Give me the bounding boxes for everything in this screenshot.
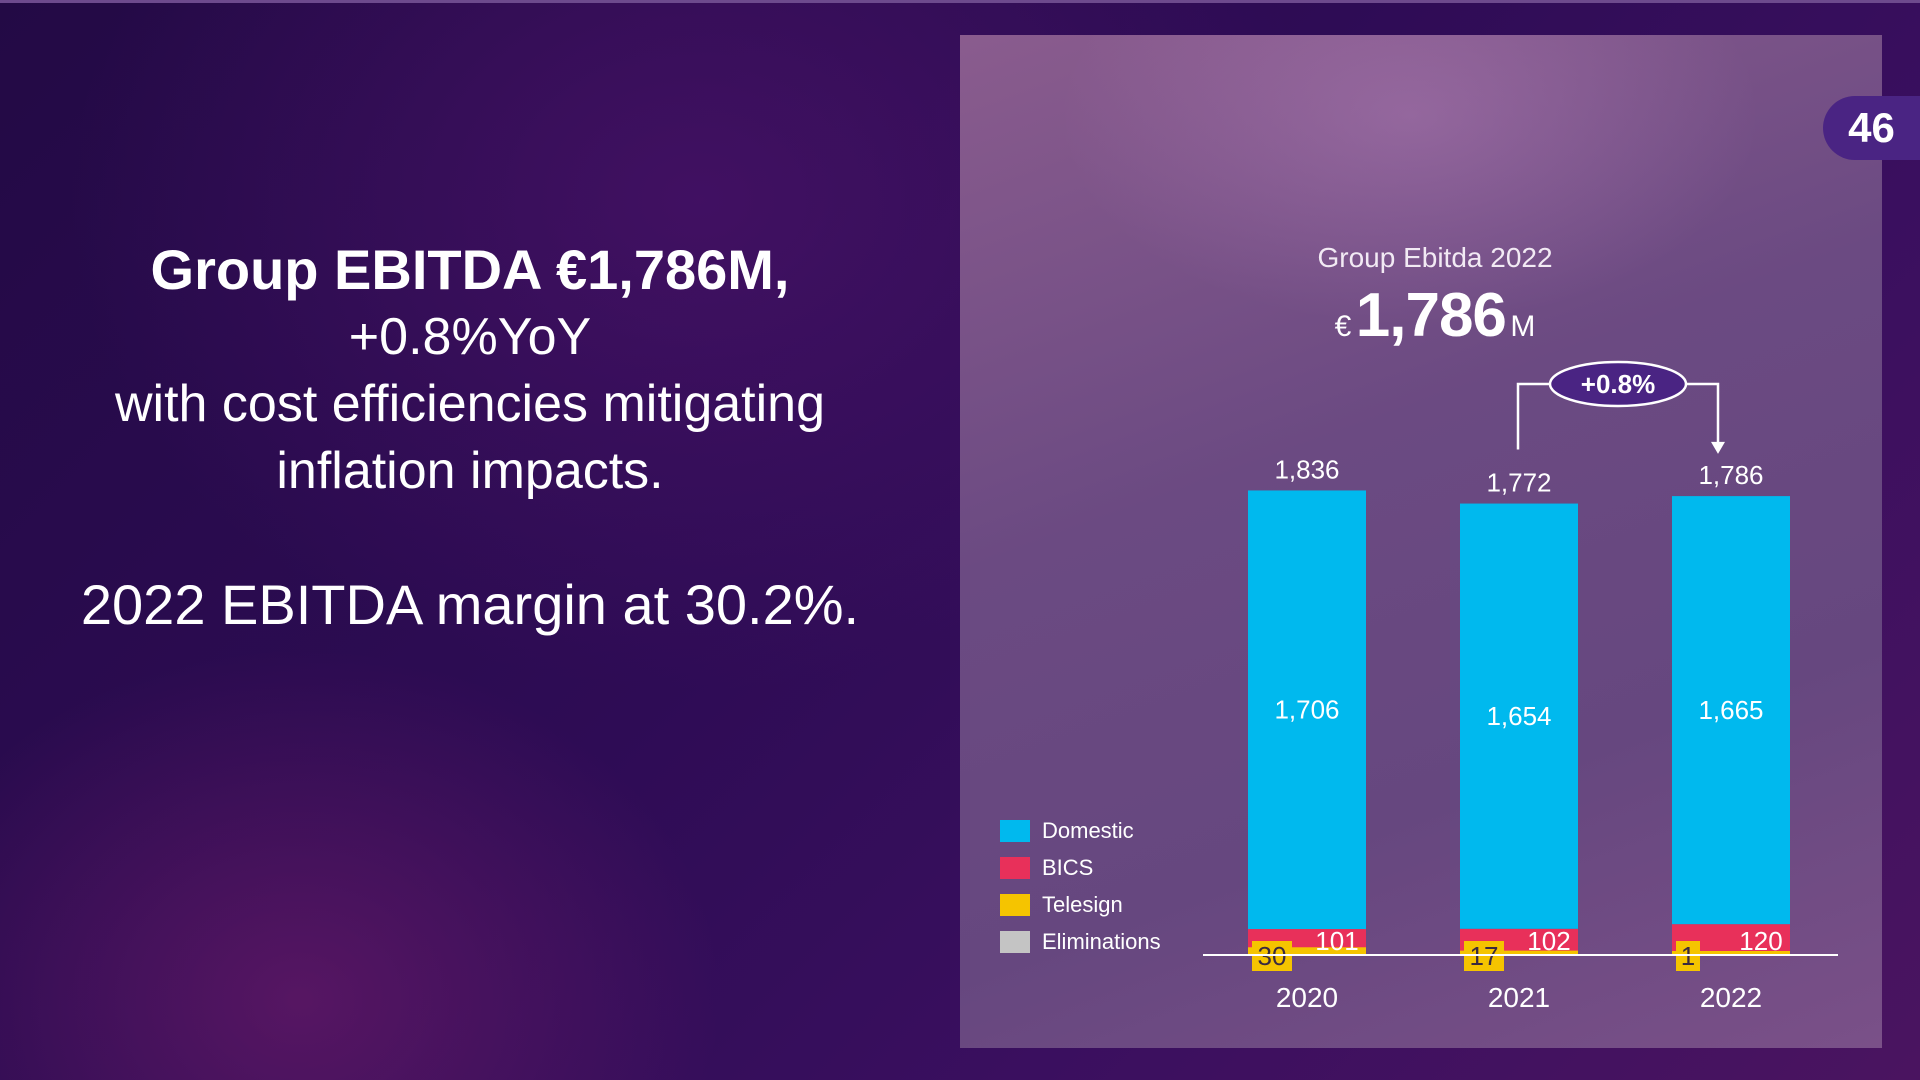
legend-swatch-bics (1000, 856, 1030, 879)
total-value-label-2020: 1,836 (1274, 454, 1339, 484)
headline-line-3: with cost efficiencies mitigating (114, 375, 826, 433)
headline: Group EBITDA €1,786M, +0.8%YoY with cost… (30, 236, 910, 505)
legend-item-eliminations: Eliminations (1000, 923, 1161, 960)
headline-value-unit: M (1510, 310, 1536, 343)
legend-label-bics: BICS (1042, 854, 1094, 880)
legend-label-domestic: Domestic (1042, 817, 1134, 843)
total-value-label-2021: 1,772 (1486, 468, 1551, 498)
legend-item-domestic: Domestic (1000, 812, 1161, 849)
headline-line-2: +0.8%YoY (348, 308, 592, 366)
legend-swatch-telesign (1000, 893, 1030, 916)
x-tick-label-2022: 2022 (1700, 982, 1762, 1013)
total-value-label-2022: 1,786 (1698, 460, 1763, 490)
bar-segment-telesign-2022 (1672, 951, 1790, 955)
growth-pill (1548, 360, 1688, 408)
legend-item-bics: BICS (1000, 849, 1161, 886)
currency-symbol: € (1334, 310, 1352, 343)
bics-value-label-2022: 120 (1739, 926, 1782, 956)
bar-segment-telesign-2020 (1248, 947, 1366, 955)
headline-line-4: inflation impacts. (276, 442, 664, 500)
legend-swatch-eliminations (1000, 930, 1030, 953)
bar-segment-domestic-2021 (1460, 503, 1578, 929)
x-tick-label-2020: 2020 (1276, 982, 1338, 1013)
headline-line-1: Group EBITDA €1,786M, (150, 238, 790, 301)
legend-label-eliminations: Eliminations (1042, 928, 1161, 954)
bics-value-label-2020: 101 (1315, 926, 1358, 956)
chart-subtitle: Group Ebitda 2022 (1317, 242, 1553, 273)
legend-item-telesign: Telesign (1000, 886, 1161, 923)
chart-headline-value: € 1,786 M (1240, 280, 1630, 351)
chart-legend: Domestic BICS Telesign Eliminations (1000, 812, 1161, 960)
bar-segment-domestic-2020 (1248, 490, 1366, 930)
legend-label-telesign: Telesign (1042, 891, 1123, 917)
domestic-value-label-2022: 1,665 (1698, 695, 1763, 725)
bar-segment-domestic-2022 (1672, 496, 1790, 925)
bics-value-label-2021: 102 (1527, 926, 1570, 956)
legend-swatch-domestic (1000, 819, 1030, 842)
top-border-line (0, 0, 1920, 3)
growth-arrow-head (1711, 441, 1725, 454)
ebitda-margin-statement: 2022 EBITDA margin at 30.2%. (80, 573, 860, 636)
x-tick-label-2021: 2021 (1488, 982, 1550, 1013)
headline-value-number: 1,786 (1355, 281, 1507, 350)
growth-label: +0.8% (1581, 369, 1655, 399)
page-number-badge: 46 (1823, 96, 1920, 160)
domestic-value-label-2020: 1,706 (1274, 695, 1339, 725)
bar-segment-telesign-2021 (1460, 950, 1578, 955)
domestic-value-label-2021: 1,654 (1486, 701, 1551, 731)
